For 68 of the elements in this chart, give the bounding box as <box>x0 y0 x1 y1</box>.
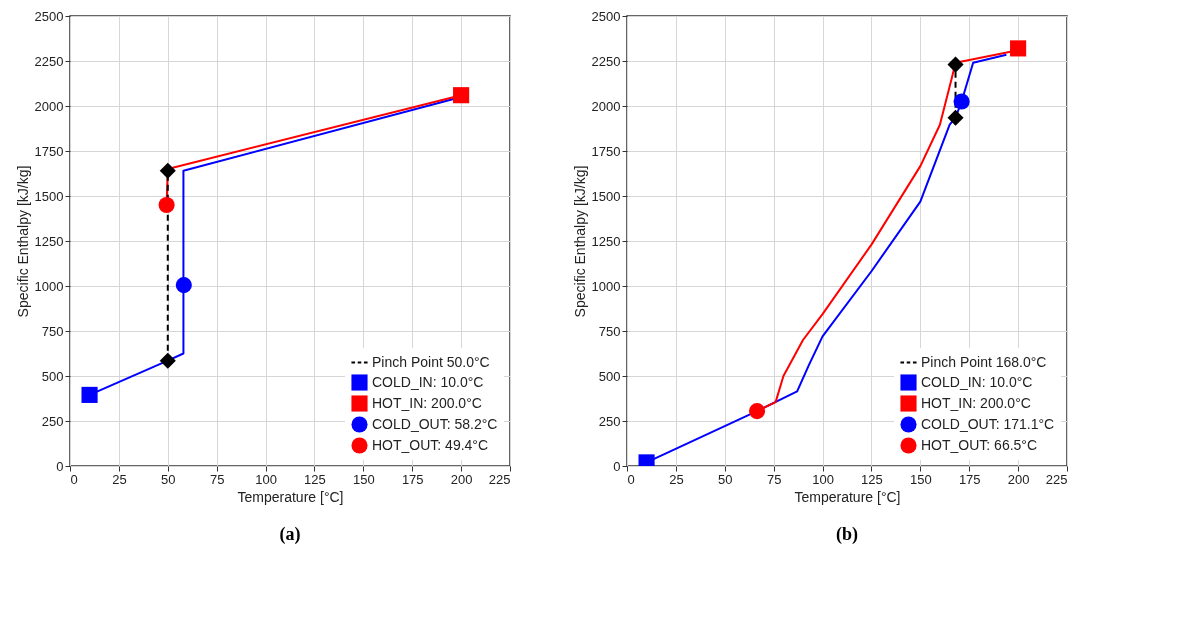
y-tick-label: 500 <box>598 368 621 384</box>
y-tick-label: 2500 <box>34 8 64 24</box>
legend-label: Pinch Point 168.0°C <box>921 353 1047 370</box>
y-axis-title: Specific Enthalpy [kJ/kg] <box>571 165 588 318</box>
y-tick-label: 1250 <box>591 233 621 249</box>
x-tick-label: 75 <box>766 471 782 487</box>
y-tick-label: 1500 <box>591 188 621 204</box>
y-tick-label: 1250 <box>34 233 64 249</box>
x-tick-label: 100 <box>812 471 834 487</box>
legend-label: HOT_IN: 200.0°C <box>372 394 482 411</box>
y-tick-label: 500 <box>41 368 64 384</box>
x-tick-label: 125 <box>861 471 883 487</box>
y-tick-label: 2500 <box>591 8 621 24</box>
x-tick-label: 75 <box>209 471 225 487</box>
legend-label: COLD_IN: 10.0°C <box>372 373 484 390</box>
x-tick-label: 50 <box>718 471 733 487</box>
y-tick-label: 250 <box>598 413 621 429</box>
x-tick-label: 175 <box>401 471 424 487</box>
x-tick-label: 0 <box>70 471 78 487</box>
x-tick-label: 50 <box>161 471 176 487</box>
x-tick-label: 225 <box>1045 471 1068 487</box>
point <box>1010 40 1027 57</box>
legend-label: COLD_OUT: 171.1°C <box>921 415 1055 432</box>
y-tick-label: 750 <box>598 323 621 339</box>
x-axis-title: Temperature [°C] <box>237 488 344 505</box>
y-tick-label: 1750 <box>34 143 64 159</box>
point <box>947 56 964 73</box>
y-tick-label: 1750 <box>591 143 621 159</box>
point <box>953 93 970 110</box>
y-tick-label: 0 <box>56 458 64 474</box>
x-tick-label: 200 <box>450 471 473 487</box>
x-tick-label: 150 <box>909 471 932 487</box>
x-tick-label: 200 <box>1007 471 1030 487</box>
x-tick-label: 150 <box>352 471 375 487</box>
point <box>947 109 964 126</box>
point <box>159 352 176 369</box>
point <box>453 87 470 104</box>
point <box>81 386 98 403</box>
x-tick-label: 0 <box>627 471 635 487</box>
text: (b) <box>836 524 858 545</box>
x-tick-label: 25 <box>669 471 684 487</box>
y-tick-label: 250 <box>41 413 64 429</box>
x-tick-label: 125 <box>304 471 326 487</box>
point <box>159 162 176 179</box>
y-tick-label: 2250 <box>34 53 64 69</box>
legend-label: COLD_OUT: 58.2°C <box>372 415 498 432</box>
x-tick-label: 25 <box>112 471 127 487</box>
x-tick-label: 100 <box>255 471 277 487</box>
y-axis-title: Specific Enthalpy [kJ/kg] <box>14 165 31 318</box>
legend-label: HOT_IN: 200.0°C <box>921 394 1031 411</box>
text: (a) <box>279 524 301 545</box>
legend-label: HOT_OUT: 49.4°C <box>372 436 489 453</box>
legend-label: HOT_OUT: 66.5°C <box>921 436 1038 453</box>
point <box>175 277 192 294</box>
y-tick-label: 1500 <box>34 188 64 204</box>
legend-label: COLD_IN: 10.0°C <box>921 373 1033 390</box>
y-tick-label: 750 <box>41 323 64 339</box>
y-tick-label: 2250 <box>591 53 621 69</box>
y-tick-label: 1000 <box>34 278 64 294</box>
legend-label: Pinch Point 50.0°C <box>372 353 490 370</box>
y-tick-label: 2000 <box>591 98 621 114</box>
y-tick-label: 2000 <box>34 98 64 114</box>
x-tick-label: 175 <box>958 471 981 487</box>
y-tick-label: 0 <box>613 458 621 474</box>
y-tick-label: 1000 <box>591 278 621 294</box>
x-axis-title: Temperature [°C] <box>794 488 901 505</box>
x-tick-label: 225 <box>488 471 511 487</box>
point <box>158 196 175 214</box>
